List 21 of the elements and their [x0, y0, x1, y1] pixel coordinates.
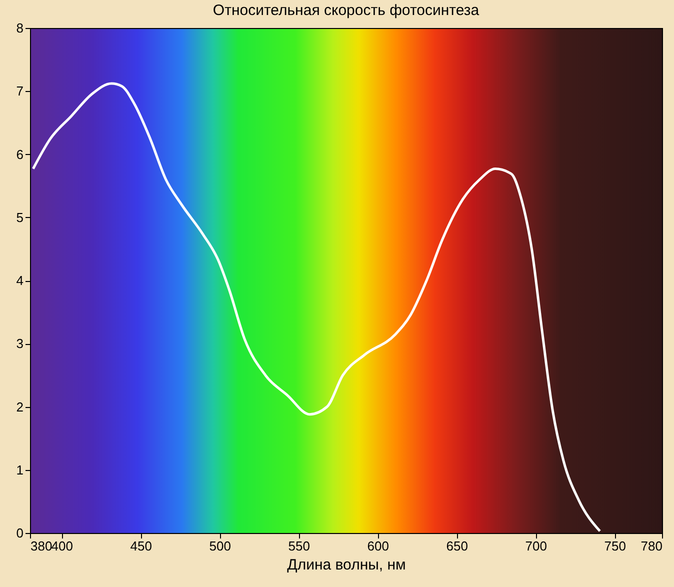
- x-axis-title: Длина волны, нм: [287, 556, 406, 574]
- x-tick-label: 380: [30, 538, 52, 554]
- x-tick-label: 400: [51, 538, 73, 554]
- x-tick-label: 650: [446, 538, 468, 554]
- y-tick-label: 3: [16, 336, 24, 352]
- chart-title: Относительная скорость фотосинтеза: [212, 2, 480, 19]
- y-tick-label: 6: [16, 146, 24, 162]
- x-tick-label: 750: [604, 538, 626, 554]
- y-tick-label: 0: [16, 526, 24, 540]
- y-tick-label: 7: [16, 84, 24, 99]
- y-tick-label: 5: [16, 210, 24, 225]
- y-tick-label: 8: [16, 20, 24, 36]
- x-tick-label: 780: [640, 538, 662, 554]
- x-tick-label: 550: [288, 538, 310, 554]
- y-tick-label: 4: [16, 273, 24, 288]
- x-tick-label: 600: [367, 538, 389, 554]
- x-tick-label: 450: [130, 538, 152, 554]
- y-tick-label: 2: [16, 399, 24, 414]
- y-tick-label: 1: [16, 462, 24, 478]
- x-tick-label: 700: [525, 538, 547, 554]
- x-tick-label: 500: [209, 538, 231, 554]
